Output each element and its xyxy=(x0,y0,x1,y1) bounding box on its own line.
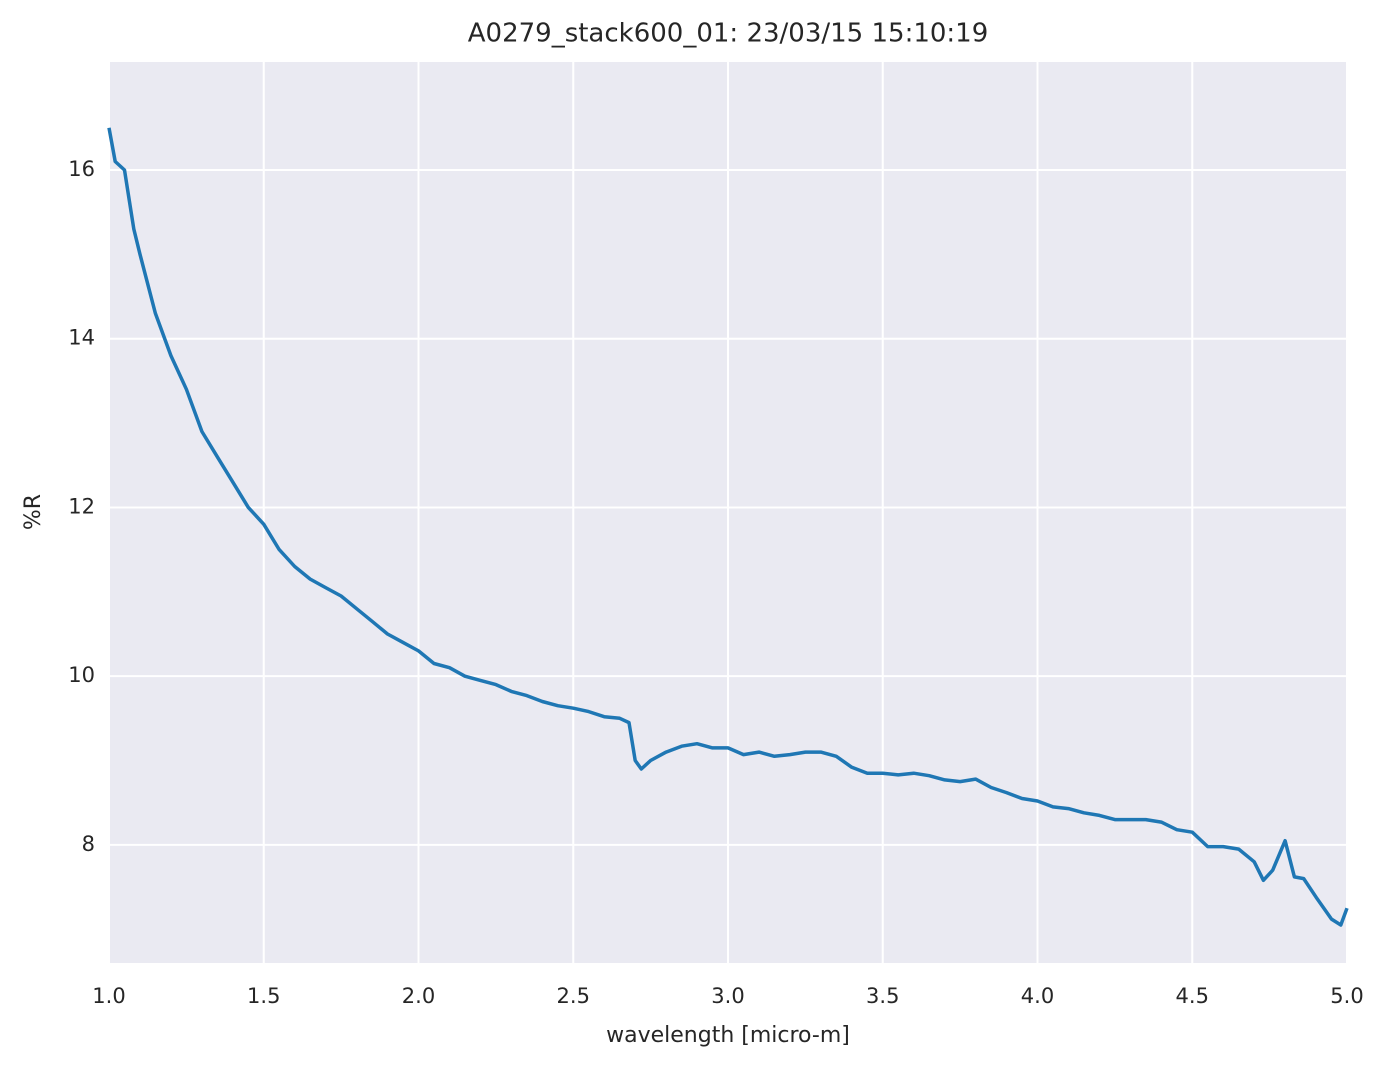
x-tick-label: 1.5 xyxy=(247,984,280,1008)
x-tick-label: 1.0 xyxy=(92,984,125,1008)
y-axis-label: %R xyxy=(21,494,46,530)
chart-title: A0279_stack600_01: 23/03/15 15:10:19 xyxy=(468,19,989,49)
y-tick-label: 14 xyxy=(68,326,95,350)
y-tick-label: 12 xyxy=(68,494,95,518)
x-tick-label: 4.5 xyxy=(1176,984,1209,1008)
data-line xyxy=(107,127,1349,927)
x-tick-label: 3.5 xyxy=(866,984,899,1008)
x-axis-label: wavelength [micro-m] xyxy=(606,1023,850,1048)
x-tick-label: 4.0 xyxy=(1021,984,1054,1008)
x-tick-label: 2.0 xyxy=(402,984,435,1008)
y-tick-label: 8 xyxy=(82,832,95,856)
x-tick-label: 2.5 xyxy=(557,984,590,1008)
x-tick-label: 3.0 xyxy=(711,984,744,1008)
y-tick-label: 10 xyxy=(68,663,95,687)
x-tick-label: 5.0 xyxy=(1330,984,1363,1008)
y-tick-label: 16 xyxy=(68,157,95,181)
